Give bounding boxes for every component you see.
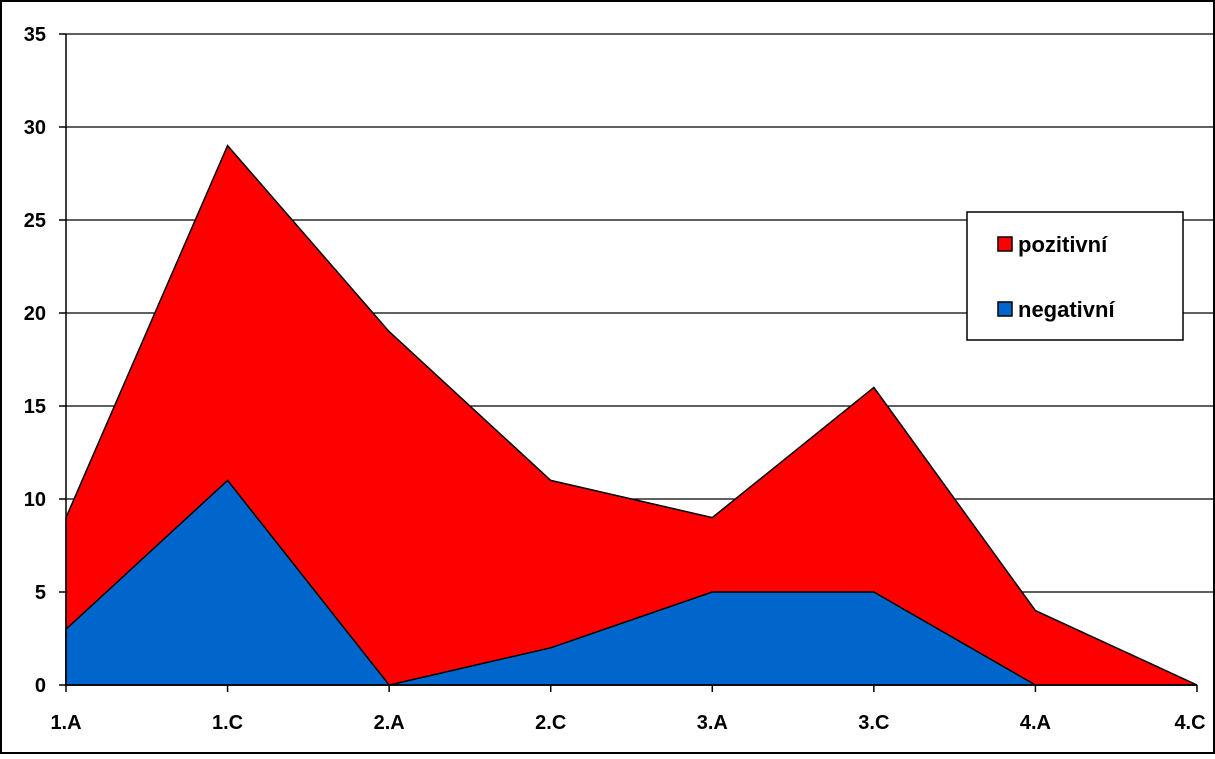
- legend-label-0: pozitivní: [1018, 232, 1108, 257]
- x-tick-label: 4.C: [1174, 712, 1205, 734]
- series-area-0: [65, 144, 1198, 686]
- x-tick-label: 3.C: [858, 712, 889, 734]
- x-tick-label: 2.A: [374, 712, 405, 734]
- y-tick-label: 5: [35, 582, 46, 604]
- axes: 0 5 10 15 20 25 30 35 1.A 1.C 2.A 2.C 3.A 3.C 4.A 4.C: [24, 24, 1206, 734]
- x-tick-label: 1.A: [50, 712, 81, 734]
- y-tick-label: 0: [35, 675, 46, 697]
- legend-swatch-0: [997, 236, 1013, 252]
- y-tick-label: 15: [24, 396, 46, 418]
- x-tick-label: 4.A: [1020, 712, 1051, 734]
- x-tick-label: 2.C: [535, 712, 566, 734]
- legend-label-1: negativní: [1018, 297, 1115, 322]
- legend: pozitivní negativní: [966, 211, 1184, 341]
- legend-box: [966, 211, 1184, 341]
- y-tick-label: 35: [24, 24, 46, 46]
- y-tick-label: 10: [24, 489, 46, 511]
- y-tick-label: 30: [24, 117, 46, 139]
- y-tick-label: 25: [24, 210, 46, 232]
- legend-swatch-1: [997, 301, 1013, 317]
- x-tick-label: 3.A: [697, 712, 728, 734]
- y-tick-label: 20: [24, 303, 46, 325]
- x-tick-label: 1.C: [212, 712, 243, 734]
